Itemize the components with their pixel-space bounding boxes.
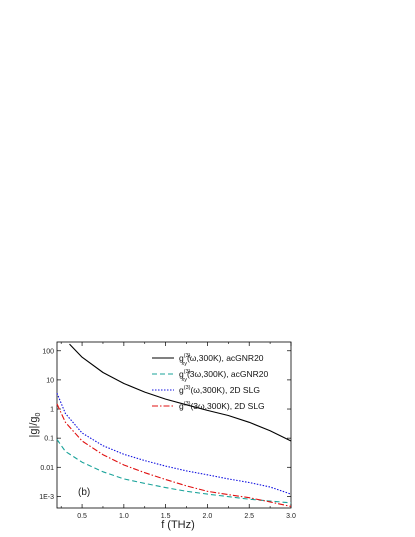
series-line-2	[56, 439, 292, 504]
panel-label: (b)	[78, 487, 90, 498]
legend-symbol: g	[179, 353, 184, 363]
legend-subscript: xy	[181, 377, 187, 383]
x-tick-label: 3.0	[286, 513, 296, 520]
legend-label-4: g(3)(3ω,300K), 2D SLG	[179, 401, 265, 411]
series-line-3	[56, 392, 292, 495]
legend-text: (3ω,300K), 2D SLG	[190, 401, 264, 411]
legend-symbol: g	[179, 401, 184, 411]
series-line-1	[69, 343, 292, 442]
y-tick-label: 1E-3	[39, 494, 54, 501]
y-tick-label: 0.1	[44, 436, 54, 443]
series-group	[56, 343, 292, 508]
legend-superscript: (3)	[184, 385, 191, 391]
y-axis-label: |g|/g0	[28, 412, 42, 437]
y-tick-label: 100	[42, 348, 54, 355]
x-tick-label: 2.0	[203, 513, 213, 520]
legend-label-2: g(3) xy(3ω,300K), acGNR20	[179, 369, 269, 383]
y-tick-label: 1	[50, 407, 54, 414]
legend-superscript: (3)	[184, 401, 191, 407]
legend-text: (ω,300K), 2D SLG	[190, 385, 259, 395]
legend-text: (3ω,300K), acGNR20	[187, 369, 269, 379]
x-tick-label: 1.5	[161, 513, 171, 520]
plot-frame	[56, 341, 292, 509]
legend-superscript: (3)	[184, 369, 191, 375]
x-axis-label: f (THz)	[161, 519, 195, 531]
legend-symbol: g	[179, 369, 184, 379]
y-tick-label: 0.01	[40, 465, 54, 472]
x-tick-label: 2.5	[244, 513, 254, 520]
legend-label-3: g(3)(ω,300K), 2D SLG	[179, 385, 260, 395]
axis-ticks: 0.5 1.0 1.5 2.0 2.5 3.0 1E-3 0.01 0.1 1 10 100	[39, 342, 296, 520]
y-axis-label-group: |g|/g0	[28, 412, 42, 437]
legend-text: (ω,300K), acGNR20	[187, 353, 264, 363]
legend-superscript: (3)	[184, 353, 191, 359]
x-tick-label: 1.0	[119, 513, 129, 520]
y-tick-label: 10	[46, 377, 54, 384]
x-tick-label: 0.5	[77, 513, 87, 520]
legend-subscript: xy	[181, 361, 187, 367]
y-axis-label-main: |g|/g	[28, 416, 40, 437]
legend-label-1: g(3) xy(ω,300K), acGNR20	[179, 353, 264, 367]
series-line-4	[56, 403, 292, 508]
legend-symbol: g	[179, 385, 184, 395]
y-axis-label-subscript: 0	[35, 412, 42, 416]
